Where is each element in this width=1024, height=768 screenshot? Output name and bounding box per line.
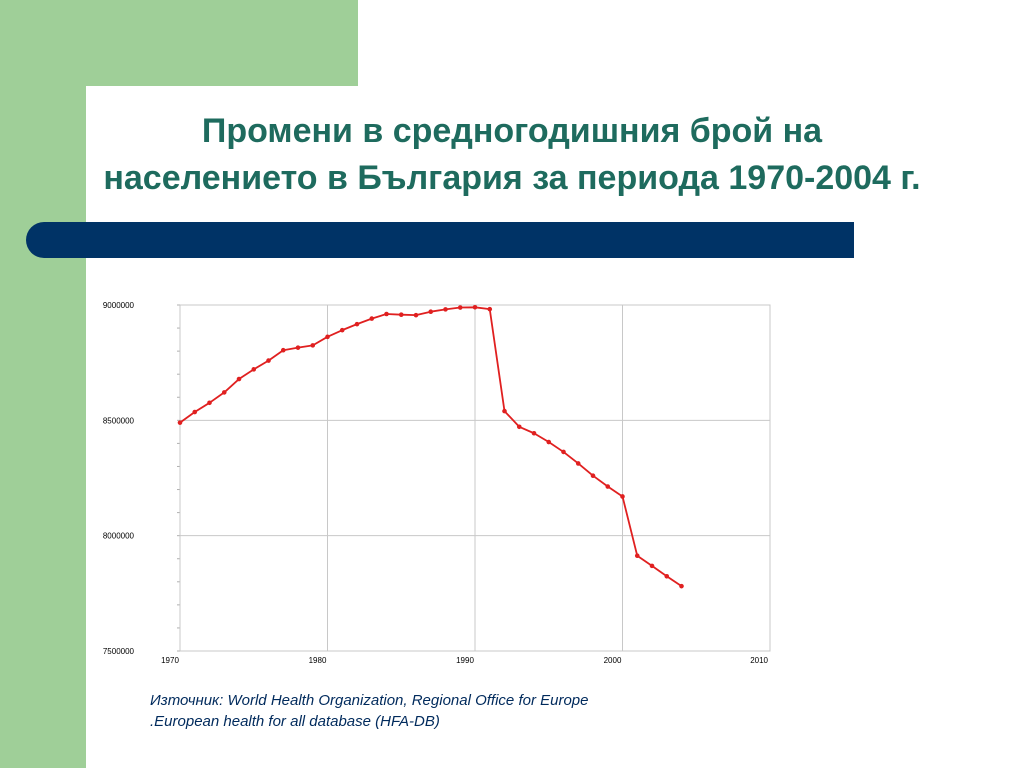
data-point [620, 494, 625, 499]
data-point [561, 449, 566, 455]
title-line-1: Промени в средногодишния брой на [201, 112, 823, 150]
data-point [679, 583, 684, 589]
x-tick-label: 1970 [161, 656, 179, 665]
y-tick-label: 8500000 [103, 416, 135, 425]
source-line-2: .European health for all database (HFA-D… [150, 713, 440, 730]
data-point [207, 400, 212, 406]
title-line-2: населението в България за периода 1970-2… [103, 159, 921, 197]
source-line-1: Източник: World Health Organization, Reg… [150, 692, 589, 709]
data-point [354, 321, 360, 327]
data-point [384, 311, 389, 317]
data-point [369, 316, 375, 321]
data-point [413, 312, 419, 318]
data-point [516, 424, 522, 430]
data-point [664, 573, 670, 579]
source-note: Източник: World Health Organization, Reg… [150, 690, 750, 732]
data-point [339, 327, 345, 333]
data-point [605, 484, 611, 489]
data-point [487, 306, 493, 312]
data-point [295, 345, 301, 350]
x-tick-label: 2000 [604, 656, 622, 665]
title-underline-bar [26, 222, 854, 258]
data-point [251, 367, 257, 372]
data-point [428, 309, 434, 314]
data-point [457, 305, 463, 310]
series-line [179, 306, 683, 587]
data-point [546, 439, 552, 445]
population-line-chart: 7500000 8000000 8500000 9000000 1970 1980 1990… [103, 301, 771, 665]
x-tick-label: 1990 [456, 656, 474, 665]
data-point [221, 390, 227, 395]
data-point [443, 307, 448, 312]
data-point [310, 343, 316, 348]
data-point [590, 473, 596, 478]
data-point [634, 553, 640, 559]
x-tick-label: 2010 [750, 656, 768, 665]
slide-title: Промени в средногодишния брой на населен… [40, 108, 984, 202]
data-point [266, 358, 271, 363]
y-tick-label: 7500000 [103, 647, 135, 656]
x-tick-label: 1980 [309, 656, 327, 665]
content-panel [86, 86, 1024, 768]
data-point [398, 312, 404, 317]
data-point [280, 347, 286, 353]
decor-green-side [0, 0, 86, 768]
data-point [236, 376, 242, 382]
y-tick-label: 8000000 [103, 532, 135, 541]
data-point [502, 408, 507, 414]
data-point [649, 563, 655, 569]
data-point [472, 305, 478, 310]
data-point [325, 334, 330, 340]
data-point [177, 420, 183, 425]
y-tick-label: 9000000 [103, 301, 135, 310]
data-point [531, 430, 537, 436]
data-point [575, 461, 581, 466]
data-point [192, 409, 198, 415]
